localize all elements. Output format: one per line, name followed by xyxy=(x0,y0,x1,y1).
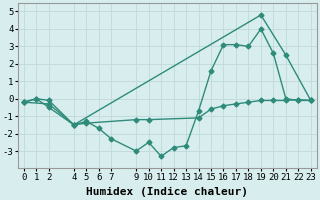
X-axis label: Humidex (Indice chaleur): Humidex (Indice chaleur) xyxy=(86,187,248,197)
